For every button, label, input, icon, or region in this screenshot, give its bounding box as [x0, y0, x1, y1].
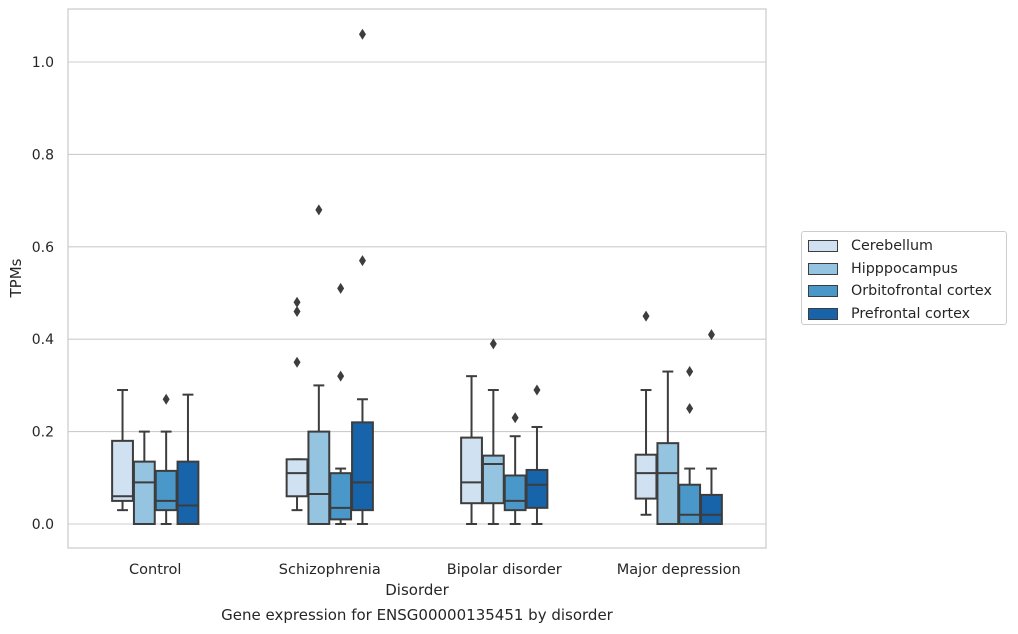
box-plot — [700, 329, 723, 526]
box-plot — [656, 370, 680, 525]
y-tick-label: 0.8 — [32, 147, 54, 163]
box-plot — [503, 412, 527, 525]
legend-label: Prefrontal cortex — [851, 306, 971, 323]
outlier-marker — [293, 305, 301, 317]
box-iqr — [329, 472, 353, 521]
box-plot — [481, 338, 505, 525]
legend-item: Orbitofrontal cortex — [808, 280, 1006, 303]
legend-swatch — [808, 308, 838, 321]
box-iqr — [678, 483, 702, 526]
box-plot — [307, 204, 331, 526]
box-plot — [351, 28, 374, 525]
box-plot — [176, 393, 200, 526]
legend-swatch — [808, 262, 838, 275]
y-tick-label: 0.6 — [32, 240, 54, 256]
box-iqr — [481, 454, 505, 505]
box-plot — [634, 310, 658, 516]
legend-item: Hipppocampus — [808, 258, 1006, 281]
outlier-marker — [358, 28, 366, 40]
x-tick-label: Bipolar disorder — [447, 562, 562, 578]
box-iqr — [307, 430, 331, 526]
box-iqr — [460, 436, 483, 505]
outlier-marker — [707, 329, 715, 341]
box-plot — [678, 366, 702, 526]
box-iqr — [503, 474, 527, 512]
outlier-marker — [293, 356, 301, 368]
box-plot — [111, 389, 134, 512]
x-tick-labels: Control Schizophrenia Bipolar disorder Majo… — [129, 562, 741, 578]
box-iqr — [111, 439, 134, 502]
outlier-marker — [642, 310, 650, 322]
outlier-marker — [686, 403, 694, 414]
plot-frame — [67, 8, 767, 549]
box-iqr — [700, 493, 723, 526]
box-iqr — [656, 442, 680, 525]
legend-label: Hipppocampus — [851, 260, 958, 277]
outlier-marker — [686, 366, 694, 378]
box-iqr — [634, 453, 658, 500]
x-tick-label: Major depression — [617, 562, 741, 578]
x-tick-label: Schizophrenia — [279, 562, 381, 578]
outlier-marker — [162, 393, 170, 405]
box-plot — [460, 375, 483, 525]
outlier-marker — [293, 296, 301, 308]
legend-label: Cerebellum — [851, 238, 933, 255]
chart-legend: Cerebellum Hipppocampus Orbitofrontal cort… — [801, 231, 1007, 325]
outlier-marker — [337, 282, 345, 294]
outlier-marker — [533, 384, 541, 396]
x-tick-label: Control — [129, 562, 181, 578]
box-plots — [111, 28, 723, 526]
box-iqr — [285, 458, 309, 498]
box-plot — [154, 393, 178, 525]
y-axis-label: TPMs — [7, 258, 25, 298]
box-iqr — [176, 460, 200, 526]
box-iqr — [351, 421, 374, 512]
legend-item: Prefrontal cortex — [808, 303, 1006, 326]
outlier-marker — [358, 255, 366, 267]
outlier-marker — [337, 370, 345, 382]
legend-swatch — [808, 240, 838, 253]
y-tick-label: 0.0 — [32, 517, 54, 533]
outlier-marker — [489, 338, 497, 350]
legend-item: Cerebellum — [808, 235, 1006, 258]
box-iqr — [154, 469, 178, 512]
grid-lines — [68, 61, 766, 525]
box-plot — [525, 384, 549, 525]
y-tick-labels: 0.0 0.2 0.4 0.6 0.8 1.0 — [32, 55, 54, 533]
outlier-marker — [511, 412, 519, 424]
box-iqr — [132, 460, 156, 526]
x-axis-label: Disorder — [385, 581, 449, 599]
y-tick-label: 0.4 — [32, 332, 54, 348]
box-plot — [285, 296, 309, 512]
box-plot — [132, 430, 156, 526]
y-tick-label: 0.2 — [32, 425, 54, 441]
legend-swatch — [808, 285, 838, 298]
outlier-marker — [315, 204, 323, 216]
legend-label: Orbitofrontal cortex — [851, 283, 992, 300]
y-tick-label: 1.0 — [32, 55, 54, 71]
box-iqr — [525, 468, 549, 509]
box-plot — [329, 282, 353, 525]
chart-caption: Gene expression for ENSG00000135451 by d… — [221, 606, 613, 624]
